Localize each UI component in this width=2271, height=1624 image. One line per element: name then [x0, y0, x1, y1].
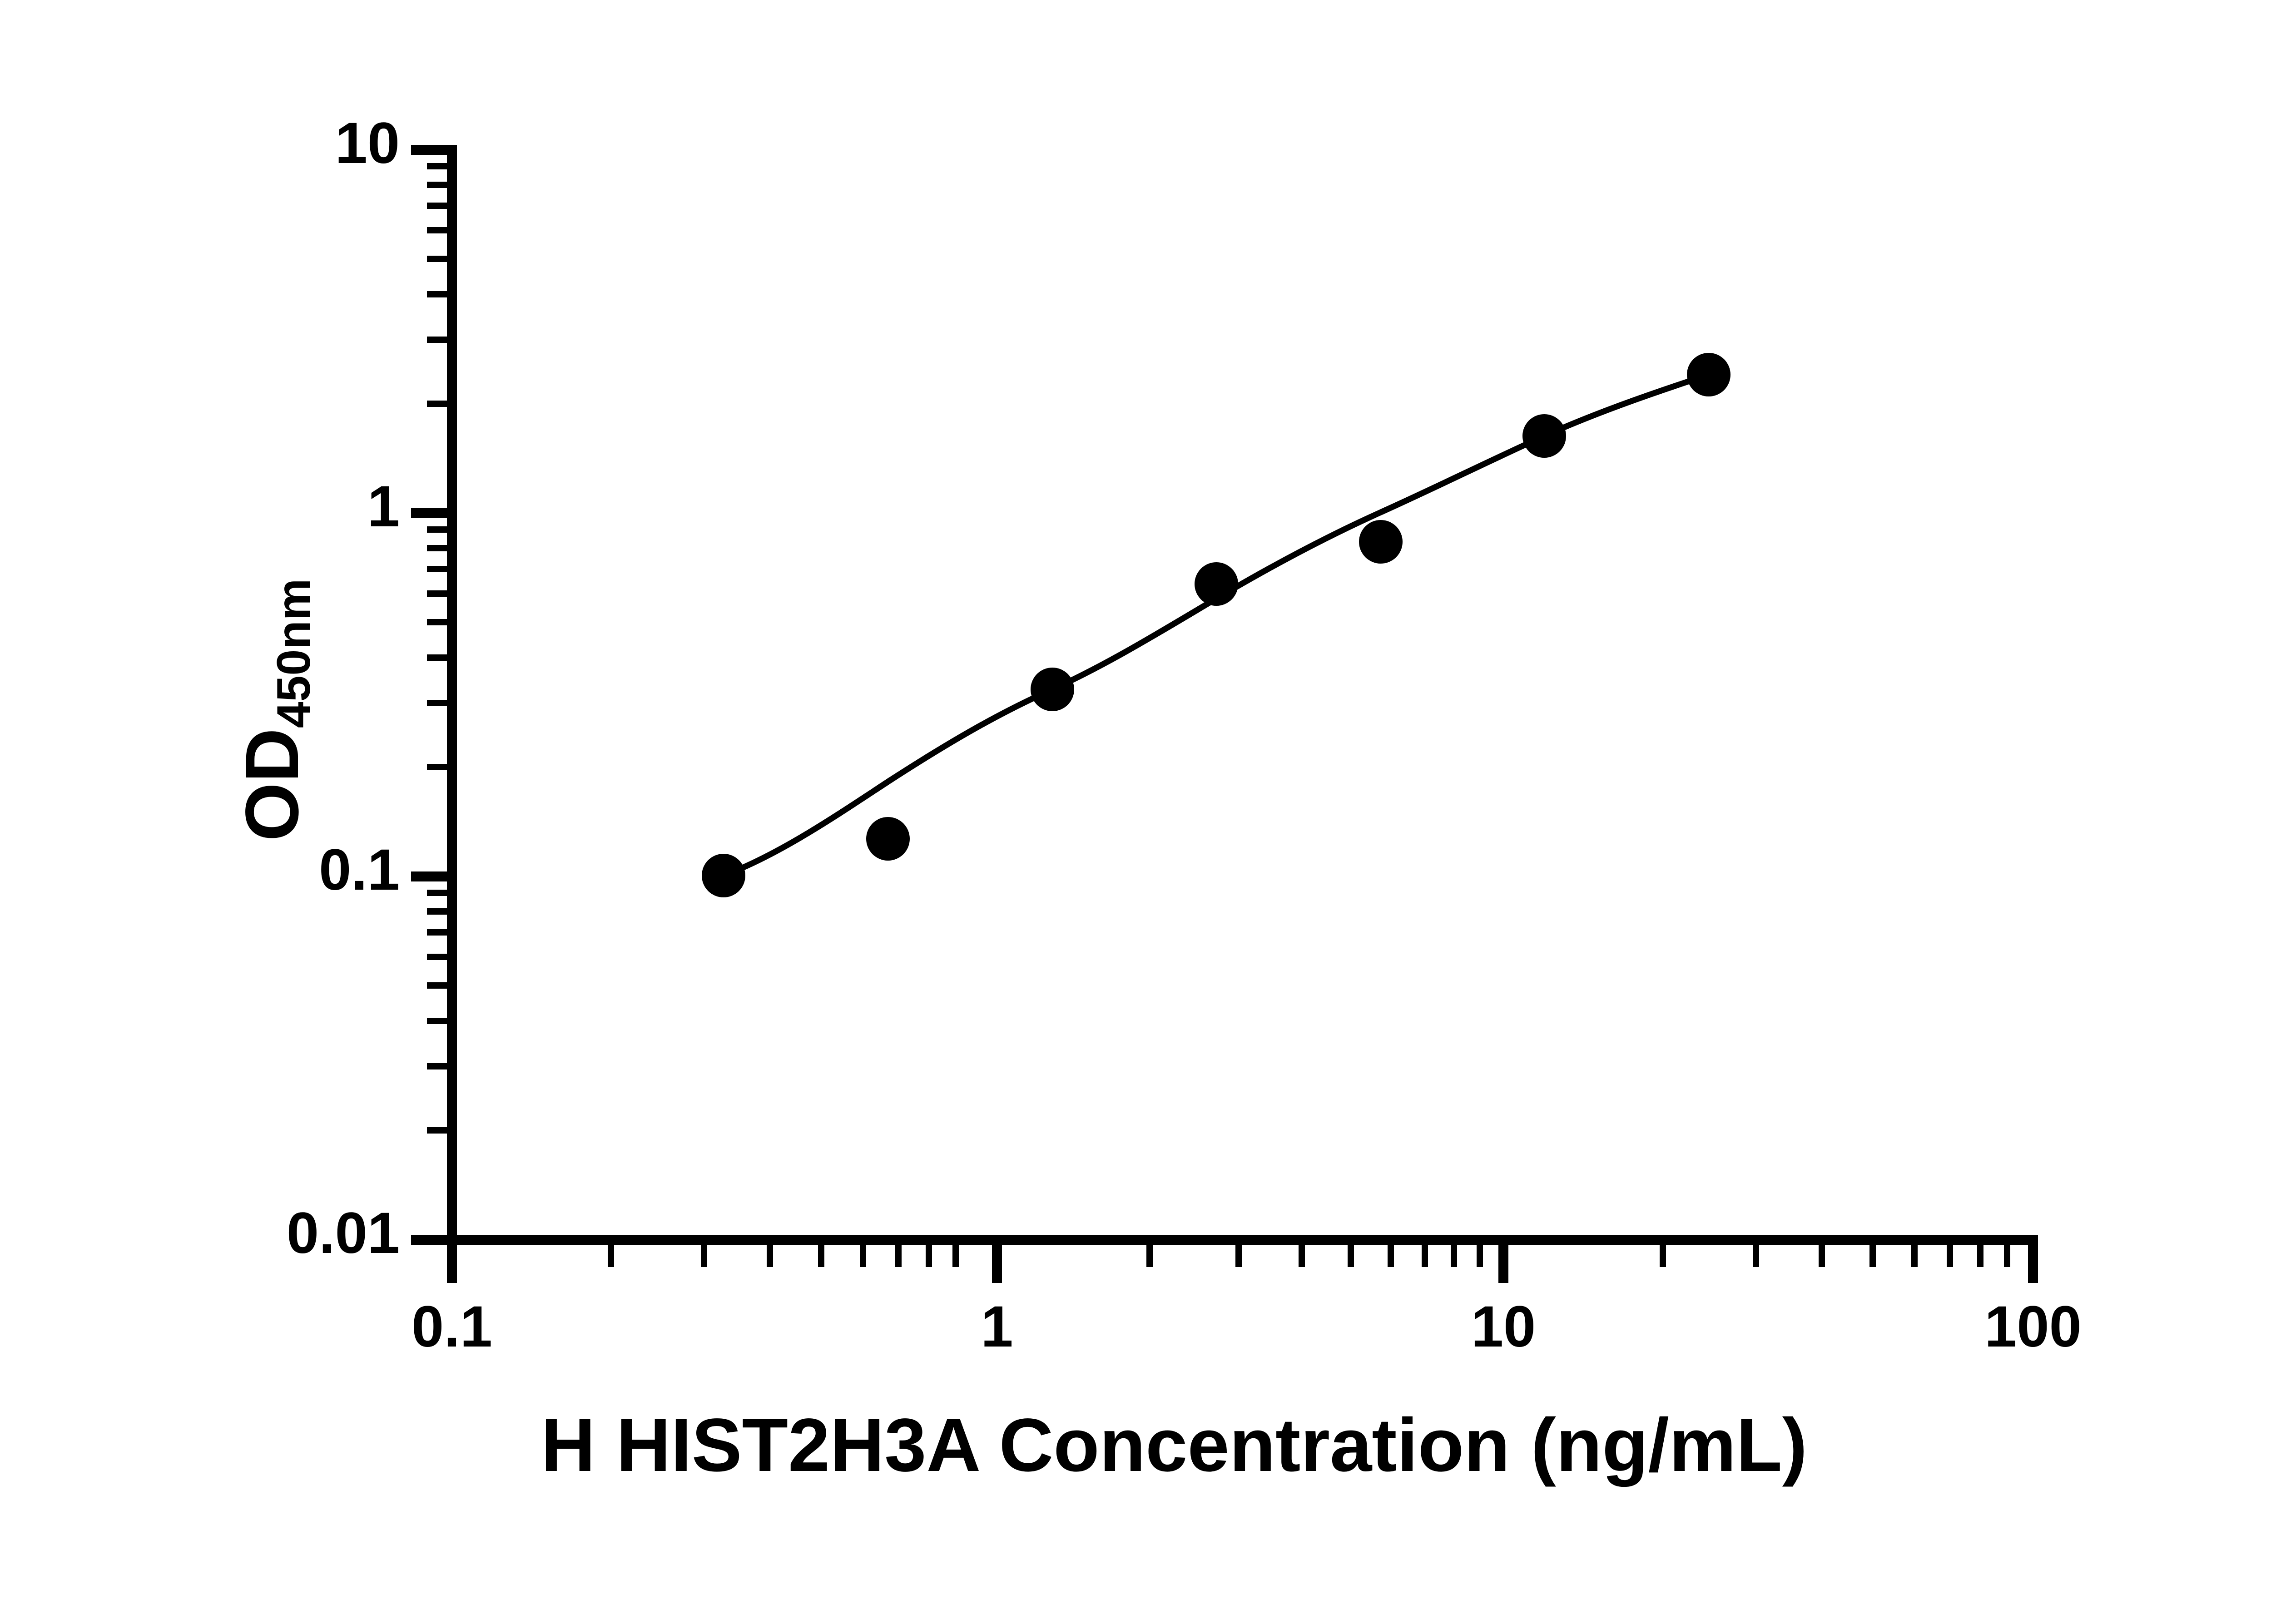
x-minor-ticks [608, 1240, 2010, 1267]
y-major-ticks [411, 145, 452, 1245]
data-point [866, 817, 910, 861]
x-tick-label-0-1: 0.1 [412, 1294, 492, 1359]
data-point [1195, 562, 1238, 606]
y-tick-label-10: 10 [335, 111, 400, 176]
y-axis-title: OD450nm [230, 437, 320, 982]
data-markers [702, 353, 1731, 897]
y-axis-title-main: OD [230, 728, 314, 842]
y-tick-label-0-1: 0.1 [319, 837, 400, 902]
x-tick-label-100: 100 [1984, 1294, 2082, 1359]
x-major-ticks [447, 1240, 2038, 1283]
y-minor-ticks [427, 163, 452, 1134]
data-point [1687, 353, 1731, 396]
data-point [1522, 414, 1566, 458]
data-point [1031, 668, 1074, 711]
x-tick-label-1: 1 [981, 1294, 1013, 1359]
y-tick-label-1: 1 [367, 474, 400, 539]
y-axis-title-subscript: 450nm [268, 578, 320, 728]
x-axis-title: H HIST2H3A Concentration (ng/mL) [540, 1403, 1808, 1487]
data-point [702, 854, 745, 897]
x-tick-label-10: 10 [1471, 1294, 1536, 1359]
data-point [1359, 520, 1403, 564]
y-tick-label-0-01: 0.01 [286, 1201, 400, 1266]
